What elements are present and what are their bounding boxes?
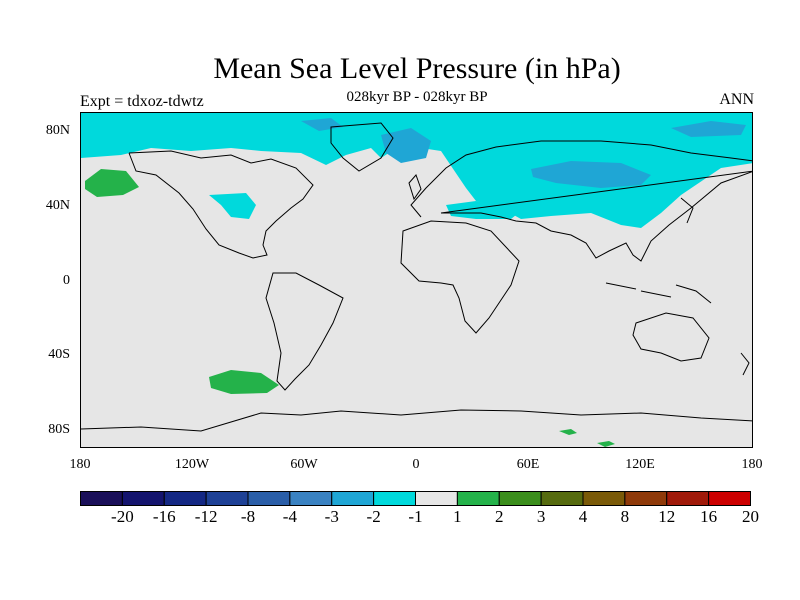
colorbar-label: 16 <box>700 507 718 526</box>
colorbar-label: 1 <box>453 507 462 526</box>
colorbar-swatch <box>247 491 291 506</box>
deeper-negative-arctic-1 <box>671 121 746 137</box>
colorbar-swatch <box>331 491 375 506</box>
deeper-negative-iceland <box>381 128 431 163</box>
y-tick-label: 80S <box>48 422 70 437</box>
colorbar-label: -1 <box>408 507 423 526</box>
deeper-negative-arctic-2 <box>301 118 343 131</box>
colorbar-swatch <box>708 491 751 506</box>
colorbar-swatch <box>163 491 207 506</box>
coast-japan <box>680 197 694 224</box>
coast-greenland <box>330 122 394 172</box>
colorbar <box>80 491 751 506</box>
colorbar-label: 8 <box>620 507 630 526</box>
coast-europe-asia <box>410 140 752 262</box>
atlantic-negative-region <box>209 193 256 219</box>
coast-uk <box>408 174 422 201</box>
colorbar-label: -3 <box>324 507 339 526</box>
colorbar-swatch <box>373 491 416 506</box>
coast-south-america <box>265 272 344 391</box>
colorbar-label: -16 <box>152 507 176 526</box>
coast-africa <box>400 220 520 334</box>
colorbar-label: -20 <box>111 507 134 526</box>
deeper-negative-siberia <box>531 161 651 188</box>
positive-north-pacific <box>85 169 139 197</box>
colorbar-label: -2 <box>366 507 381 526</box>
colorbar-label: 2 <box>495 507 504 526</box>
colorbar-swatch <box>666 491 710 506</box>
y-tick-label: 0 <box>63 273 70 288</box>
positive-antarctic-1 <box>559 429 577 435</box>
y-tick-label: 40S <box>48 347 70 362</box>
positive-south-pacific <box>209 370 279 394</box>
colorbar-label: -8 <box>240 507 256 526</box>
x-tick-label: 0 <box>412 457 420 472</box>
colorbar-swatch <box>498 491 542 506</box>
x-tick-label: 60W <box>290 457 318 472</box>
map-panel <box>80 112 753 448</box>
coast-antarctica <box>81 409 752 432</box>
arctic-negative-region <box>81 113 752 228</box>
colorbar-label: 3 <box>536 507 546 526</box>
colorbar-label: 4 <box>578 507 588 526</box>
colorbar-label: -12 <box>194 507 218 526</box>
coast-australia <box>632 312 710 362</box>
coast-new-zealand <box>740 352 750 376</box>
map-svg <box>81 113 752 447</box>
positive-antarctic-2 <box>597 441 615 447</box>
colorbar-swatch <box>415 491 458 506</box>
colorbar-label: 12 <box>658 507 676 526</box>
coast-indonesia <box>605 282 712 304</box>
y-tick-label: 40N <box>45 198 70 213</box>
colorbar-swatch <box>582 491 626 506</box>
colorbar-swatch <box>540 491 584 506</box>
colorbar-swatch <box>121 491 165 506</box>
season-label: ANN <box>719 91 754 108</box>
colorbar-swatch <box>289 491 333 506</box>
colorbar-label: 20 <box>742 507 759 526</box>
colorbar-swatch <box>80 491 123 506</box>
x-tick-label: 180 <box>741 457 763 472</box>
colorbar-label: -4 <box>282 507 297 526</box>
colorbar-swatch <box>624 491 668 506</box>
coastlines <box>81 122 752 432</box>
colorbar-swatch <box>456 491 500 506</box>
x-tick-label: 60E <box>516 457 540 472</box>
x-tick-label: 120W <box>174 457 210 472</box>
plot-title: Mean Sea Level Pressure (in hPa) <box>213 52 621 85</box>
x-tick-label: 120E <box>625 457 655 472</box>
experiment-label: Expt = tdxoz-tdwtz <box>80 93 204 110</box>
coast-north-america <box>128 150 314 259</box>
y-tick-label: 80N <box>45 123 70 138</box>
med-negative-region <box>446 201 521 219</box>
plot-subtitle: 028kyr BP - 028kyr BP <box>346 89 488 105</box>
colorbar-swatch <box>205 491 249 506</box>
anomaly-shading <box>81 113 752 447</box>
x-tick-label: 180 <box>69 457 91 472</box>
